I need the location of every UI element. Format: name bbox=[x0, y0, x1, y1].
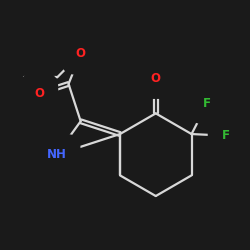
Text: F: F bbox=[203, 97, 211, 110]
Text: O: O bbox=[151, 72, 161, 85]
Text: NH: NH bbox=[46, 148, 66, 161]
Text: O: O bbox=[34, 87, 44, 100]
Text: F: F bbox=[222, 129, 230, 142]
Text: O: O bbox=[76, 48, 86, 60]
